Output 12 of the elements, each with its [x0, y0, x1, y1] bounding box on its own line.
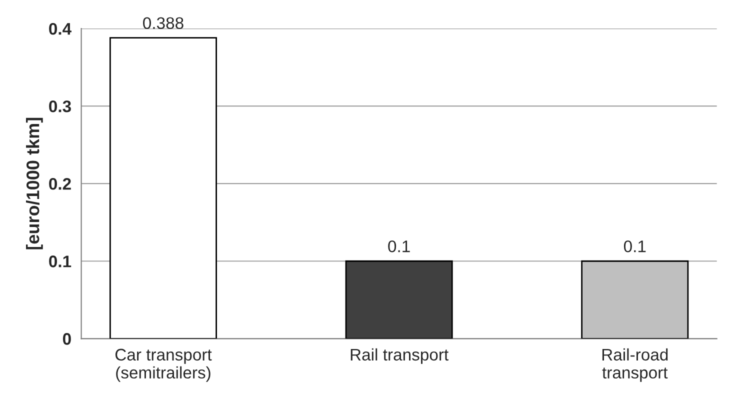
y-tick-label: 0.4	[49, 22, 72, 35]
x-tick-label: Rail-road transport	[602, 348, 668, 382]
y-tick-label: 0.2	[49, 178, 71, 190]
x-tick-label: Car transport (semitrailers)	[115, 348, 212, 382]
data-label: 0.1	[624, 240, 646, 252]
y-tick-label: 0.1	[49, 256, 72, 268]
y-axis-title: [euro/1000 tkm]	[26, 118, 43, 250]
data-label: 0.388	[143, 17, 184, 30]
data-label: 0.1	[388, 240, 410, 252]
x-tick-label: Rail transport	[350, 348, 448, 364]
y-tick-label: 0.3	[49, 100, 71, 112]
y-tick-label: 0	[62, 333, 71, 345]
